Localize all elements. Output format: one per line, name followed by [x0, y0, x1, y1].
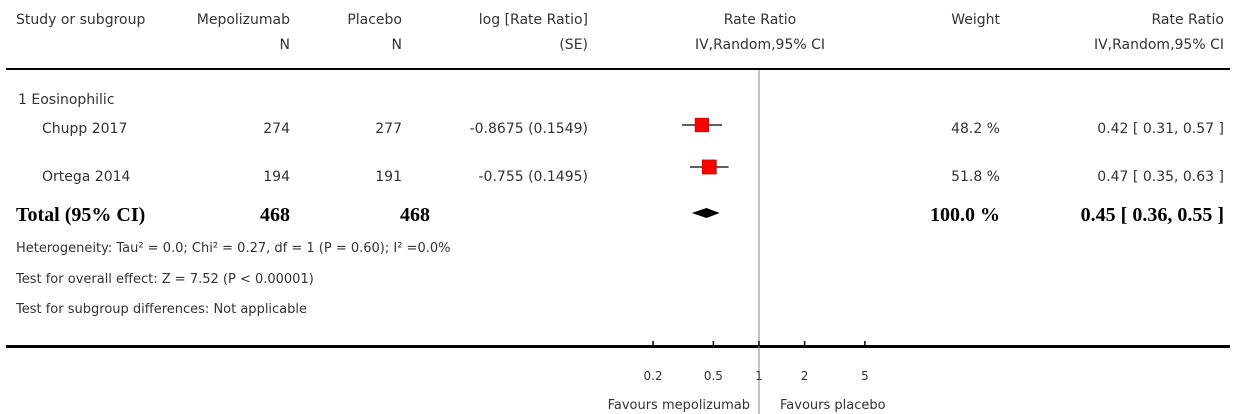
- study-log-se: -0.8675 (0.1549): [469, 121, 588, 137]
- study-rate-ratio: 0.42 [ 0.31, 0.57 ]: [1097, 121, 1224, 137]
- header-rate-ratio-plot-method: IV,Random,95% CI: [694, 37, 826, 53]
- header-weight: Weight: [951, 12, 1000, 28]
- header-mepolizumab-n: N: [279, 37, 290, 53]
- study-mepo-n: 274: [263, 121, 290, 137]
- study-name: Ortega 2014: [42, 169, 131, 185]
- subgroup-diff-note: Test for subgroup differences: Not appli…: [16, 302, 308, 317]
- study-mepo-n: 194: [263, 169, 290, 185]
- total-mepo-n: 468: [260, 204, 290, 226]
- header-placebo: Placebo: [347, 12, 402, 28]
- axis-tick-label: 0.5: [704, 369, 723, 383]
- subgroup-label: 1 Eosinophilic: [18, 92, 115, 108]
- header-placebo-n: N: [391, 37, 402, 53]
- study-weight: 48.2 %: [951, 121, 1000, 137]
- axis-tick-label: 0.2: [644, 369, 663, 383]
- study-placebo-n: 191: [375, 169, 402, 185]
- study-placebo-n: 277: [375, 121, 402, 137]
- axis-tick-label: 2: [801, 369, 809, 383]
- favours-right-label: Favours placebo: [780, 398, 886, 413]
- total-rate-ratio: 0.45 [ 0.36, 0.55 ]: [1080, 204, 1224, 226]
- header-mepolizumab: Mepolizumab: [196, 12, 290, 28]
- study-marker: [694, 117, 710, 133]
- header-log-rate-ratio: log [Rate Ratio]: [478, 12, 588, 28]
- total-placebo-n: 468: [400, 204, 430, 226]
- header-log-rate-ratio-se: (SE): [559, 37, 588, 53]
- study-name: Chupp 2017: [42, 121, 128, 137]
- header-rate-ratio: Rate Ratio: [1151, 12, 1225, 28]
- header-rate-ratio-plot: Rate Ratio: [723, 12, 797, 28]
- pooled-diamond: [691, 208, 720, 218]
- study-rate-ratio: 0.47 [ 0.35, 0.63 ]: [1097, 169, 1224, 185]
- axis-tick-label: 5: [861, 369, 869, 383]
- study-log-se: -0.755 (0.1495): [478, 169, 589, 185]
- study-weight: 51.8 %: [951, 169, 1000, 185]
- header-rate-ratio-method: IV,Random,95% CI: [1093, 37, 1224, 53]
- footer-divider: [6, 345, 1230, 348]
- axis-tick-label: 1: [755, 369, 763, 383]
- header-divider: [6, 68, 1230, 70]
- heterogeneity-note: Heterogeneity: Tau² = 0.0; Chi² = 0.27, …: [16, 241, 451, 256]
- total-label: Total (95% CI): [16, 204, 146, 226]
- favours-left-label: Favours mepolizumab: [607, 398, 750, 413]
- total-weight: 100.0 %: [930, 204, 1000, 226]
- study-marker: [701, 159, 717, 175]
- header-study: Study or subgroup: [16, 12, 146, 28]
- overall-effect-note: Test for overall effect: Z = 7.52 (P < 0…: [16, 272, 314, 287]
